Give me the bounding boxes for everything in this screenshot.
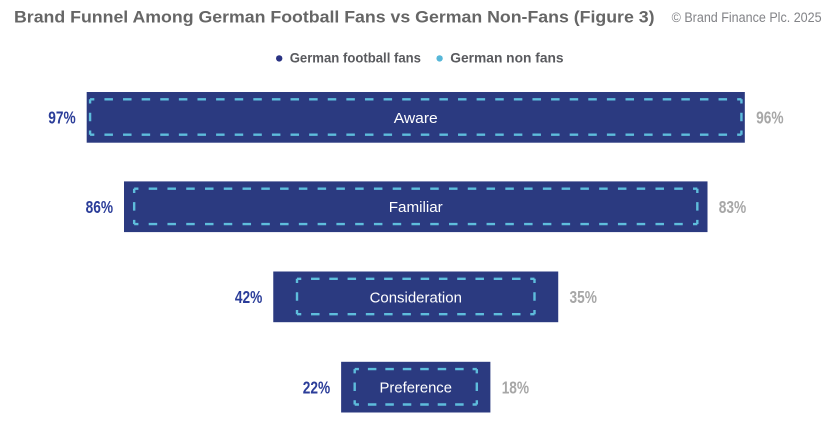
svg-text:83%: 83% — [719, 197, 746, 217]
svg-text:42%: 42% — [235, 287, 262, 307]
svg-text:35%: 35% — [570, 287, 597, 307]
svg-text:18%: 18% — [502, 377, 529, 397]
svg-text:22%: 22% — [303, 377, 330, 397]
svg-text:Aware: Aware — [394, 110, 438, 127]
svg-text:German non fans: German non fans — [450, 51, 563, 67]
svg-text:97%: 97% — [48, 107, 75, 127]
svg-text:© Brand Finance Plc. 2025: © Brand Finance Plc. 2025 — [672, 10, 822, 25]
svg-text:German football fans: German football fans — [290, 51, 421, 67]
svg-text:Brand Funnel Among German Foot: Brand Funnel Among German Football Fans … — [14, 8, 655, 26]
svg-text:96%: 96% — [756, 107, 783, 127]
svg-text:Preference: Preference — [380, 380, 452, 397]
svg-text:Consideration: Consideration — [370, 289, 462, 306]
svg-text:86%: 86% — [86, 197, 113, 217]
svg-text:Familiar: Familiar — [389, 199, 443, 216]
